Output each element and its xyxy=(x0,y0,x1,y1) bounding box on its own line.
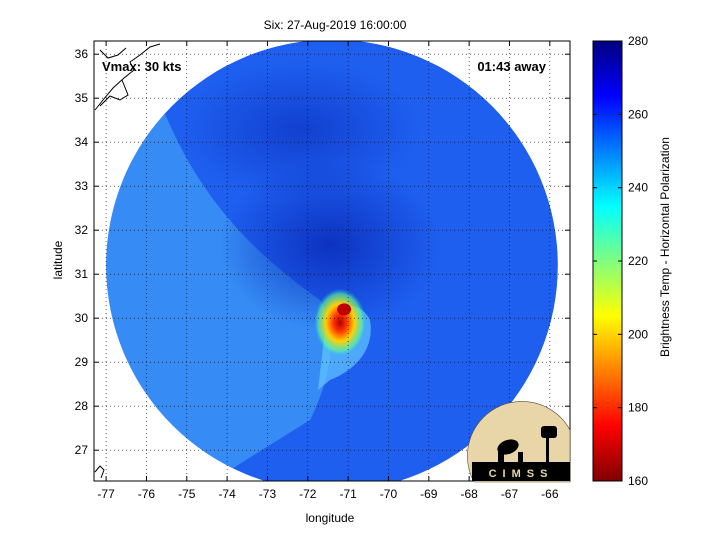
y-tick-label: 36 xyxy=(75,47,89,61)
plot-frame xyxy=(93,40,571,482)
y-tick-label: 30 xyxy=(75,311,89,325)
x-tick-label: -70 xyxy=(380,487,398,501)
logo-text: CIMSS xyxy=(489,468,554,480)
colorbar-label: Brightness Temp - Horizontal Polarizatio… xyxy=(658,137,672,357)
swath-disc xyxy=(106,41,558,481)
colorbar-tick-label: 260 xyxy=(628,107,648,121)
vmax-annotation: Vmax: 30 kts xyxy=(102,59,182,74)
x-tick-label: -69 xyxy=(420,487,438,501)
core-hotspot xyxy=(337,303,352,316)
colorbar-tick-label: 220 xyxy=(628,254,648,268)
colorbar-tick-label: 180 xyxy=(628,401,648,415)
colorbar-tick-label: 200 xyxy=(628,327,648,341)
y-tick-label: 27 xyxy=(75,443,89,457)
dark-circulation xyxy=(220,160,440,330)
x-tick-label: -73 xyxy=(259,487,277,501)
x-tick-label: -76 xyxy=(138,487,156,501)
y-tick-label: 33 xyxy=(75,179,89,193)
x-tick-label: -67 xyxy=(501,487,519,501)
x-tick-label: -66 xyxy=(541,487,559,501)
colorbar-tick-label: 280 xyxy=(628,34,648,48)
plot-area: -77 -76 -75 -74 -73 -72 -71 -70 -69 -68 -67 -66 272… xyxy=(75,40,571,501)
colorbar-ticks: 160 180 200 220 240 260 280 xyxy=(593,34,648,488)
x-tick-label: -71 xyxy=(339,487,357,501)
dish-icon xyxy=(497,439,519,455)
dark-north xyxy=(180,60,420,200)
x-axis-ticks: -77 -76 -75 -74 -73 -72 -71 -70 -69 -68 -67 -66 xyxy=(97,41,559,501)
x-tick-label: -77 xyxy=(97,487,115,501)
cimss-logo: CIMSS xyxy=(467,401,571,483)
x-tick-label: -72 xyxy=(299,487,317,501)
cold-band xyxy=(106,75,331,470)
tower-icon xyxy=(541,426,557,438)
y-tick-label: 34 xyxy=(75,135,89,149)
y-tick-label: 32 xyxy=(75,223,89,237)
y-tick-label: 35 xyxy=(75,91,89,105)
time-away-annotation: 01:43 away xyxy=(477,59,546,74)
convective-core xyxy=(314,288,367,357)
y-tick-label: 28 xyxy=(75,399,89,413)
y-tick-label: 31 xyxy=(75,267,89,281)
colorbar: 160 180 200 220 240 260 280 Brightness Temp - … xyxy=(592,34,672,488)
y-axis-label: latitude xyxy=(51,240,65,279)
coastline xyxy=(94,43,161,479)
y-tick-label: 29 xyxy=(75,355,89,369)
x-tick-label: -75 xyxy=(178,487,196,501)
x-axis-label: longitude xyxy=(306,511,355,525)
colorbar-tick-label: 160 xyxy=(628,474,648,488)
y-axis-ticks: 27 28 29 30 31 32 33 34 35 36 xyxy=(75,47,570,457)
x-tick-label: -68 xyxy=(460,487,478,501)
x-tick-label: -74 xyxy=(218,487,236,501)
colorbar-tick-label: 240 xyxy=(628,181,648,195)
colorbar-gradient xyxy=(592,40,623,482)
chart-title: Six: 27-Aug-2019 16:00:00 xyxy=(264,18,407,32)
